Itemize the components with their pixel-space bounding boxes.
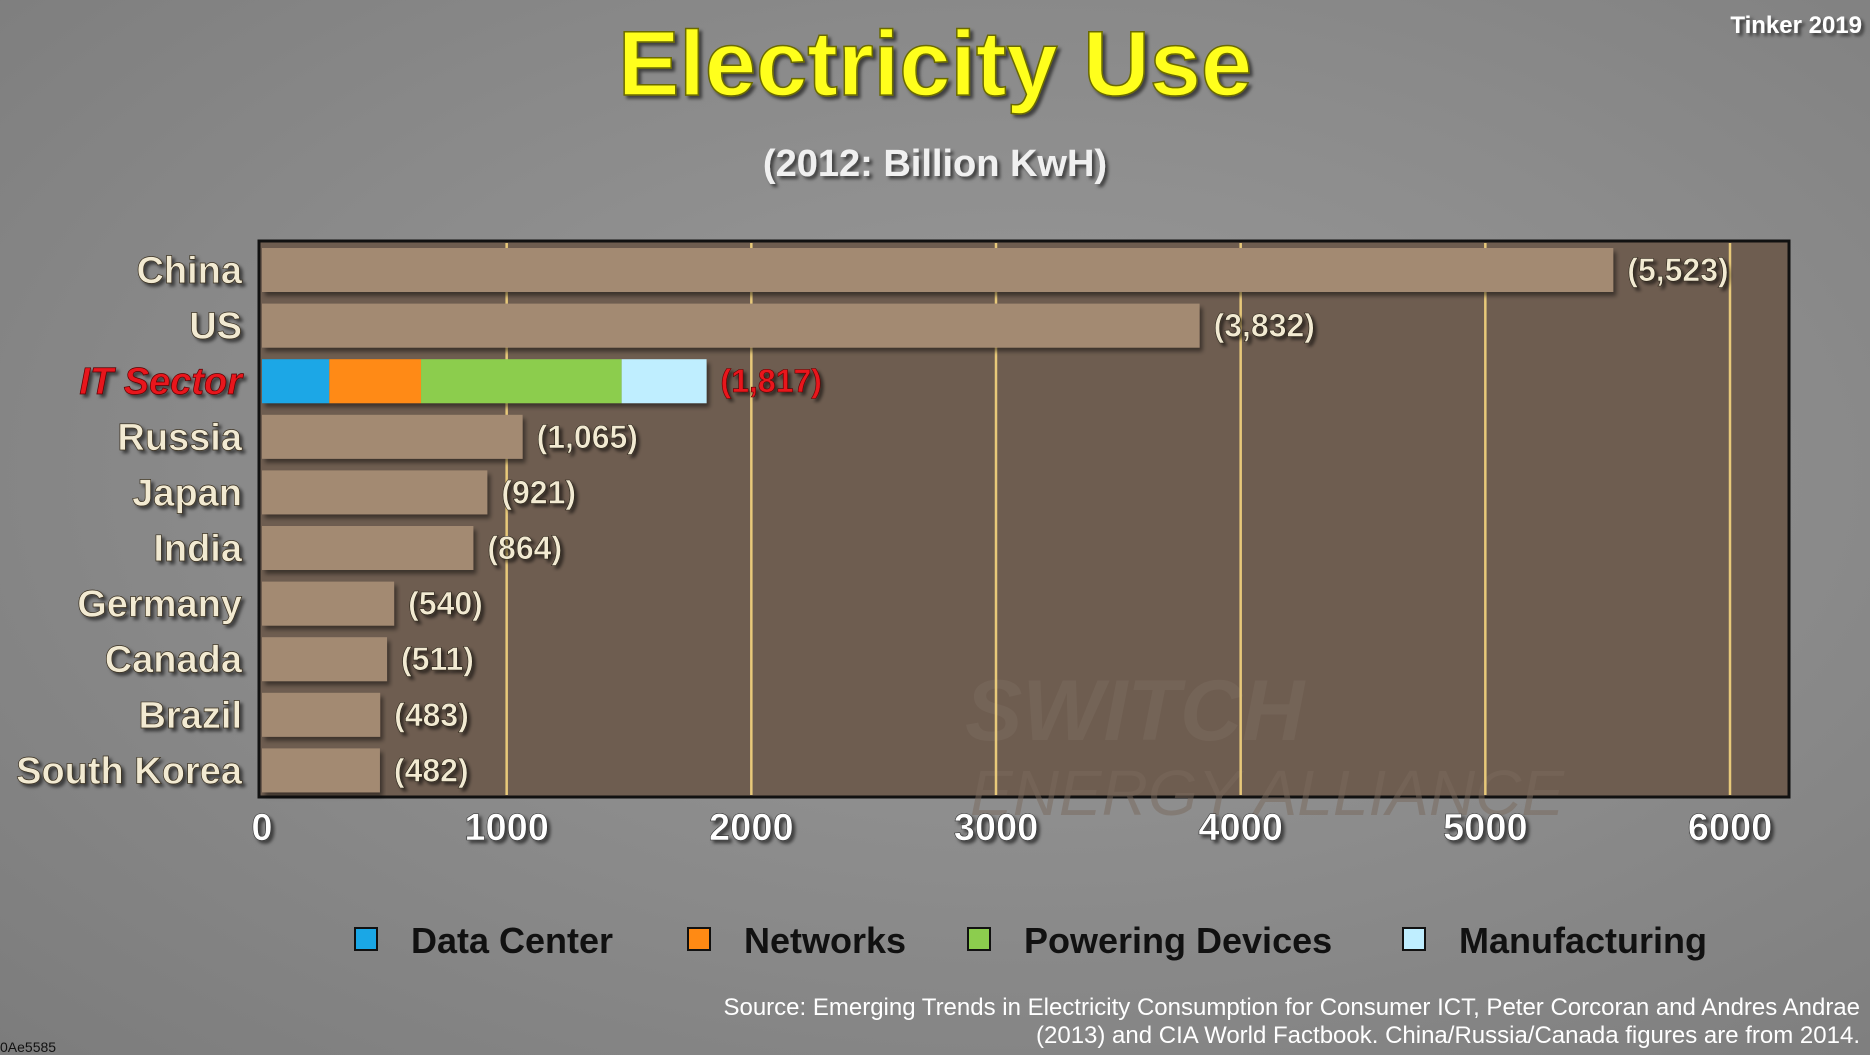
legend: Data Center Networks Powering Devices Manuf… [354, 920, 1707, 961]
value-label: (864) [487, 530, 562, 566]
bar-segment-data-center [262, 359, 330, 404]
x-tick-label: 5000 [1443, 807, 1528, 849]
bar-japan [262, 470, 488, 515]
bar-india [262, 526, 474, 570]
value-label: (5,523) [1627, 252, 1728, 288]
legend-label: Powering Devices [1024, 920, 1332, 961]
category-label: US [189, 306, 242, 348]
corner-id: 0Ae5585 [0, 1039, 56, 1055]
category-label: Canada [105, 639, 243, 681]
bar-germany [262, 581, 395, 626]
x-tick-label: 6000 [1688, 807, 1773, 849]
x-tick-label: 2000 [709, 807, 794, 849]
value-label: (1,065) [537, 419, 638, 455]
bar-south-korea [262, 748, 380, 793]
category-label: Germany [77, 584, 242, 626]
value-label: (1,817) [721, 363, 822, 399]
value-label: (482) [394, 752, 469, 788]
x-axis-ticks: 0 1000 2000 3000 4000 5000 6000 [251, 807, 1773, 850]
source-line-1: Source: Emerging Trends in Electricity C… [723, 994, 1860, 1021]
value-label: (511) [401, 641, 474, 677]
bar-brazil [262, 692, 381, 737]
x-tick-label: 4000 [1198, 807, 1283, 849]
bar-segment-powering-devices [421, 359, 622, 404]
bar-russia [262, 414, 523, 459]
category-label: Japan [132, 472, 242, 514]
chart-title: Electricity Use [618, 13, 1252, 115]
source-line-2: (2013) and CIA World Factbook. China/Rus… [1036, 1022, 1860, 1049]
category-label: South Korea [16, 750, 243, 792]
bar-china [262, 248, 1614, 292]
watermark-line2: ENERGY ALLIANCE [970, 757, 1565, 829]
x-tick-label: 0 [251, 807, 272, 849]
bar-us [262, 303, 1200, 348]
bar-segment-manufacturing [621, 359, 707, 404]
legend-label: Data Center [411, 920, 613, 961]
value-label: (3,832) [1214, 308, 1315, 344]
bar-it-sector [262, 359, 707, 404]
category-label: China [136, 250, 242, 292]
watermark-line1: SWITCH [965, 663, 1306, 759]
category-labels: China US IT Sector Russia Japan India Germany C… [16, 250, 245, 793]
category-label: India [153, 528, 243, 570]
chart-subtitle: (2012: Billion KwH) [763, 143, 1107, 185]
x-tick-label: 1000 [464, 807, 549, 849]
bar-segment-networks [329, 359, 422, 404]
legend-item-networks: Networks [687, 920, 906, 961]
legend-swatch [1402, 927, 1426, 951]
value-label: (921) [501, 474, 576, 510]
value-labels: (5,523)(3,832)(1,817)(1,065)(921)(864)(5… [394, 252, 1729, 789]
legend-label: Networks [744, 920, 906, 961]
legend-item-manufacturing: Manufacturing [1402, 920, 1707, 961]
x-tick-label: 3000 [954, 807, 1039, 849]
legend-swatch [967, 927, 991, 951]
value-label: (540) [408, 586, 483, 622]
legend-item-powering-devices: Powering Devices [967, 920, 1332, 961]
value-label: (483) [394, 697, 469, 733]
legend-swatch [354, 927, 378, 951]
legend-item-data-center: Data Center [354, 920, 613, 961]
category-label: Brazil [139, 695, 242, 737]
legend-swatch [687, 927, 711, 951]
bar-canada [262, 637, 388, 682]
credit-label: Tinker 2019 [1730, 12, 1862, 39]
category-label: IT Sector [79, 361, 244, 403]
category-label: Russia [117, 417, 242, 459]
bars [262, 248, 1614, 793]
legend-label: Manufacturing [1459, 920, 1707, 961]
